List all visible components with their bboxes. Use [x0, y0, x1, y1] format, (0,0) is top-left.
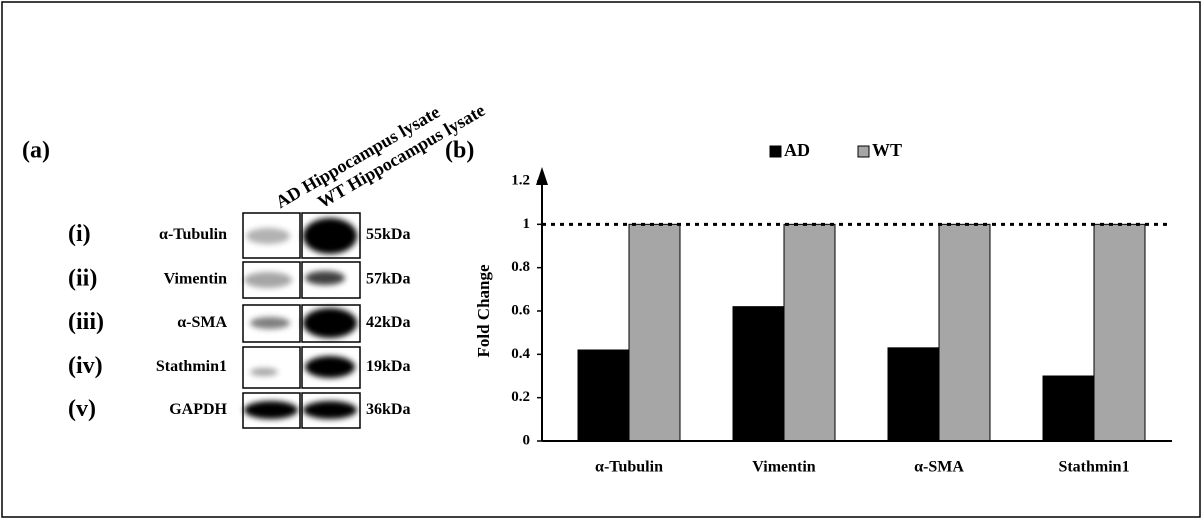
bar: [629, 224, 680, 441]
legend-label: AD: [784, 140, 810, 160]
y-tick-label: 1: [523, 216, 531, 232]
bar: [939, 224, 990, 441]
protein-name: α-SMA: [177, 314, 227, 331]
row-numeral: (ii): [68, 266, 97, 292]
legend-swatch: [858, 146, 869, 157]
y-tick-label: 1.2: [511, 172, 530, 188]
x-tick-label: α-SMA: [914, 459, 964, 476]
x-tick-label: Stathmin1: [1058, 459, 1129, 476]
y-tick-label: 0.8: [511, 259, 530, 275]
y-axis-arrow: [536, 167, 548, 185]
y-tick-label: 0.4: [511, 346, 530, 362]
bar: [1043, 376, 1094, 441]
bar: [784, 224, 835, 441]
y-tick-label: 0.6: [511, 302, 530, 318]
molecular-weight: 19kDa: [366, 358, 410, 375]
molecular-weight: 55kDa: [366, 226, 410, 243]
x-tick-label: α-Tubulin: [595, 459, 663, 476]
protein-name: Stathmin1: [156, 358, 227, 375]
row-numeral: (v): [68, 396, 96, 422]
bar: [733, 307, 784, 441]
bar: [578, 350, 629, 441]
x-tick-label: Vimentin: [752, 459, 816, 476]
y-tick-label: 0: [523, 432, 531, 448]
blot-frame: [243, 347, 300, 388]
legend-label: WT: [872, 140, 902, 160]
panel-label: (a): [22, 138, 50, 164]
molecular-weight: 42kDa: [366, 314, 410, 331]
y-tick-label: 0.2: [511, 389, 530, 405]
blot-panel: (a) AD Hippocampus lysate WT Hippocampus…: [22, 100, 488, 428]
protein-name: GAPDH: [169, 401, 227, 418]
legend-swatch: [770, 146, 781, 157]
bar: [1094, 224, 1145, 441]
chart-title: (b): [445, 138, 474, 164]
molecular-weight: 36kDa: [366, 401, 410, 418]
protein-name: α-Tubulin: [159, 226, 227, 243]
y-axis-label: Fold Change: [474, 264, 493, 357]
row-numeral: (i): [68, 221, 91, 247]
bar: [888, 348, 939, 441]
protein-name: Vimentin: [164, 271, 228, 288]
figure: (a) AD Hippocampus lysate WT Hippocampus…: [0, 0, 1203, 520]
molecular-weight: 57kDa: [366, 271, 410, 288]
row-numeral: (iii): [68, 309, 104, 335]
row-numeral: (iv): [68, 353, 103, 379]
